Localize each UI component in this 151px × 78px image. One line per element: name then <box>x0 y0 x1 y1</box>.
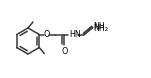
Text: NH₂: NH₂ <box>94 24 109 33</box>
Text: O: O <box>43 30 49 39</box>
Text: O: O <box>61 46 67 56</box>
Text: HN: HN <box>69 30 81 39</box>
Text: NH: NH <box>94 22 105 31</box>
